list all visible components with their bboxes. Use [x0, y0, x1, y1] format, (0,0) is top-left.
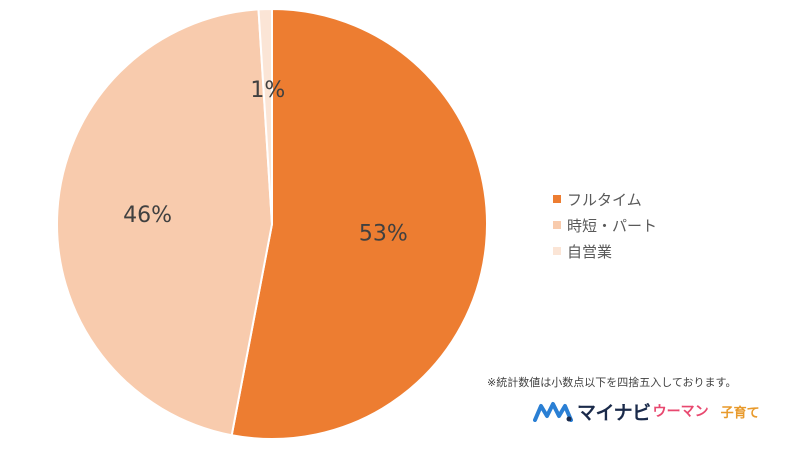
legend-label-fulltime: フルタイム [567, 190, 642, 209]
legend-label-selfemployed: 自営業 [567, 242, 613, 261]
pie-label-fulltime: 53% [359, 222, 408, 247]
pie-label-parttime: 46% [123, 203, 172, 228]
pie-slice-fulltime [230, 7, 488, 440]
legend-item-fulltime: フルタイム [553, 186, 657, 212]
legend-item-selfemployed: 自営業 [553, 238, 657, 264]
pie-slice-selfemployed [257, 7, 273, 225]
pie-label-selfemployed: 1% [250, 78, 285, 103]
legend-swatch-parttime [553, 221, 561, 229]
legend-swatch-fulltime [553, 195, 561, 203]
legend-swatch-selfemployed [553, 247, 561, 255]
mynavi-m-icon [533, 402, 573, 422]
pie-labels: 53% 46% 1% [123, 78, 408, 247]
legend-label-parttime: 時短・パート [567, 216, 658, 235]
brand-logo: マイナビ ウーマン 子育て [533, 398, 760, 424]
pie-slices [56, 7, 488, 440]
pie-slice-parttime [56, 8, 274, 437]
rounding-note: ※統計数値は小数点以下を四捨五入しております。 [487, 376, 737, 389]
logo-sub: ウーマン [652, 404, 709, 420]
legend-item-parttime: 時短・パート [553, 212, 657, 238]
chart-legend: フルタイム 時短・パート 自営業 [553, 186, 657, 264]
logo-category: 子育て [720, 405, 760, 421]
logo-brand: マイナビ [577, 401, 651, 424]
